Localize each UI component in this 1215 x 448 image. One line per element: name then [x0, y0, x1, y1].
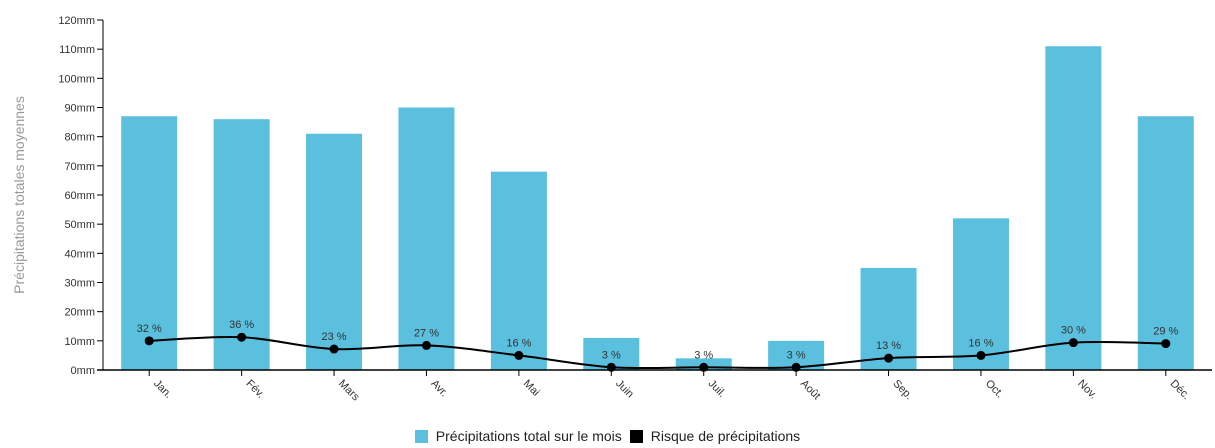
x-tick-label: Jan.	[151, 378, 174, 401]
risk-point	[514, 350, 524, 360]
bar	[398, 107, 455, 370]
risk-label: 3 %	[787, 349, 806, 361]
risk-label: 13 %	[876, 340, 901, 352]
x-tick-label: Sep.	[890, 378, 914, 402]
bar	[1045, 46, 1102, 370]
risk-label: 32 %	[137, 323, 162, 335]
risk-point	[237, 332, 247, 342]
y-tick-label: 60mm	[64, 190, 95, 202]
y-tick-label: 100mm	[58, 73, 95, 85]
y-tick-label: 70mm	[64, 161, 95, 173]
bar	[952, 218, 1009, 370]
risk-label: 16 %	[506, 337, 531, 349]
risk-line	[149, 335, 1166, 370]
y-tick-label: 20mm	[64, 307, 95, 319]
bar	[860, 267, 917, 370]
line-series: 32 % 36 % 23 % 27 % 16 % 3 % 3 % 3 % 13 % 16 % 30 …	[137, 319, 1179, 372]
x-axis: Jan. Fév. Mars Avr. Mai Juin Juil. Août Sep. Oct.…	[97, 369, 1212, 404]
bar	[490, 171, 547, 370]
y-tick-label: 110mm	[59, 44, 95, 56]
risk-point	[421, 340, 431, 350]
risk-label: 27 %	[414, 327, 439, 339]
y-axis-label: Précipitations totales moyennes	[11, 96, 27, 294]
y-tick-label: 30mm	[64, 278, 95, 290]
risk-label: 29 %	[1153, 326, 1178, 338]
risk-point	[1068, 338, 1078, 348]
y-tick-label: 50mm	[64, 219, 95, 231]
legend-label-risk: Risque de précipitations	[650, 428, 801, 444]
y-tick-label: 80mm	[64, 132, 95, 144]
legend: Précipitations total sur le mois Risque …	[0, 428, 1215, 444]
risk-point	[144, 336, 154, 346]
legend-item-risk[interactable]: Risque de précipitations	[629, 428, 801, 444]
y-tick-label: 120mm	[58, 15, 95, 27]
bar	[213, 119, 270, 371]
risk-point	[329, 344, 339, 354]
bar	[121, 116, 178, 370]
y-tick-label: 0mm	[71, 365, 95, 377]
x-tick-label: Août	[798, 378, 822, 402]
bar	[1137, 116, 1194, 370]
x-tick-label: Fév.	[244, 378, 267, 401]
risk-point	[884, 353, 894, 363]
legend-item-precipitation[interactable]: Précipitations total sur le mois	[414, 428, 622, 444]
risk-point	[976, 350, 986, 360]
x-tick-label: Avr.	[428, 378, 450, 400]
bar-series	[121, 46, 1194, 371]
risk-label: 30 %	[1061, 325, 1086, 337]
y-tick-label: 40mm	[64, 248, 95, 260]
risk-point	[606, 362, 616, 372]
risk-label: 3 %	[602, 349, 621, 361]
y-axis: 0mm 10mm 20mm 30mm 40mm 50mm 60mm 70mm 80mm 90mm 1…	[58, 15, 104, 377]
risk-label: 3 %	[694, 349, 713, 361]
legend-swatch-precipitation	[414, 429, 428, 443]
bar	[306, 133, 363, 370]
x-tick-label: Juil.	[706, 378, 728, 400]
x-tick-label: Nov.	[1075, 378, 1099, 402]
risk-label: 36 %	[229, 319, 254, 331]
legend-label-precipitation: Précipitations total sur le mois	[435, 428, 622, 444]
risk-point	[699, 362, 709, 372]
x-tick-label: Juin	[613, 378, 636, 401]
x-tick-label: Déc.	[1168, 378, 1192, 402]
risk-point	[791, 362, 801, 372]
risk-label: 16 %	[968, 337, 993, 349]
x-tick-label: Mai	[521, 378, 542, 399]
x-tick-label: Mars	[336, 378, 362, 404]
risk-point	[1161, 339, 1171, 349]
legend-swatch-risk	[629, 429, 643, 443]
y-tick-label: 90mm	[64, 103, 95, 115]
risk-label: 23 %	[322, 331, 347, 343]
x-tick-label: Oct.	[983, 378, 1006, 401]
y-tick-label: 10mm	[64, 336, 95, 348]
